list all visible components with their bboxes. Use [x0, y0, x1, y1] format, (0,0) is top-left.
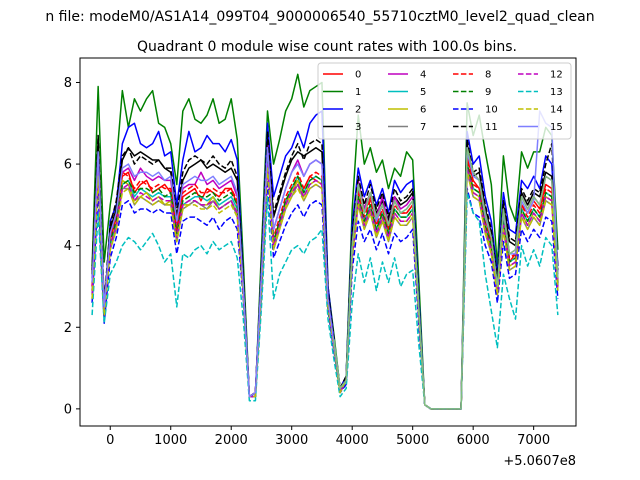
y-tick-label: 4 — [64, 239, 72, 254]
plot-area — [79, 57, 577, 427]
legend-label: 13 — [550, 87, 563, 98]
x-axis: 0 1000 2000 3000 4000 5000 6000 7000 — [106, 426, 550, 448]
legend-label: 6 — [420, 105, 426, 116]
legend-label: 2 — [355, 105, 361, 116]
x-tick-label: 5000 — [396, 433, 429, 448]
legend-label: 10 — [485, 105, 498, 116]
series-lines — [91, 73, 559, 410]
x-tick-label: 4000 — [336, 433, 369, 448]
x-tick-label: 1000 — [154, 433, 187, 448]
axes-frame — [79, 57, 577, 427]
legend-box — [317, 62, 572, 140]
chart-title: Quadrant 0 module wise count rates with … — [137, 39, 517, 55]
legend-label: 4 — [420, 70, 426, 81]
legend-label: 15 — [550, 122, 563, 133]
legend-label: 9 — [485, 87, 491, 98]
series-line-2 — [91, 110, 559, 410]
legend-label: 1 — [355, 87, 361, 98]
legend-label: 11 — [485, 122, 498, 133]
legend-label: 8 — [485, 70, 491, 81]
y-tick-label: 2 — [64, 321, 72, 336]
legend-label: 14 — [550, 105, 563, 116]
x-tick-label: 6000 — [457, 433, 490, 448]
x-axis-offset-label: +5.0607e8 — [503, 454, 576, 469]
legend-label: 0 — [355, 70, 361, 81]
y-tick-label: 0 — [64, 402, 72, 417]
series-line-extra-16 — [333, 147, 559, 410]
legend-label: 12 — [550, 70, 563, 81]
y-axis: 0 2 4 6 8 — [64, 76, 80, 417]
y-tick-label: 8 — [64, 76, 72, 91]
series-line-13 — [91, 191, 559, 410]
x-tick-label: 2000 — [215, 433, 248, 448]
x-tick-label: 0 — [106, 433, 114, 448]
x-tick-label: 3000 — [275, 433, 308, 448]
series-line-8 — [91, 151, 559, 410]
legend-label: 3 — [355, 122, 361, 133]
chart-suptitle: n file: modeM0/AS1A14_099T04_9000006540_… — [45, 9, 594, 25]
x-tick-label: 7000 — [517, 433, 550, 448]
series-line-14 — [91, 167, 559, 410]
y-tick-label: 6 — [64, 158, 72, 173]
legend-label: 7 — [420, 122, 426, 133]
legend-label: 5 — [420, 87, 426, 98]
